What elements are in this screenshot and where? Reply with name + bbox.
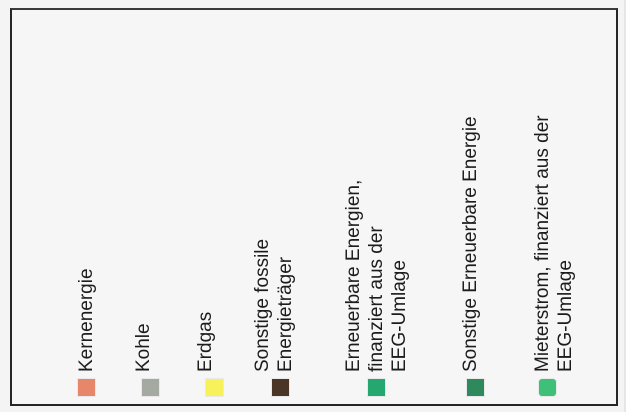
legend-item-kernenergie: Kernenergie [76, 10, 158, 408]
page-edge [624, 0, 626, 412]
legend-label-sonstige-fossile: Sonstige fossile Energieträger [252, 238, 296, 372]
legend-label-sonstige-erneuerbare: Sonstige Erneuerbare Energie [460, 116, 481, 372]
legend-swatch-sonstige-erneuerbare [467, 379, 484, 396]
legend-item-kohle: Kohle [133, 10, 222, 408]
legend-label-erneuerbare-eeg: Erneuerbare Energien, finanziert aus der… [343, 179, 410, 372]
legend-item-mieterstrom: Mieterstrom, finanziert aus der EEG-Umla… [532, 10, 619, 408]
legend-box: Kernenergie Kohle Erdgas Sonstige fossil… [10, 8, 618, 406]
legend-item-erdgas: Erdgas [195, 10, 286, 408]
legend-swatch-kernenergie [78, 379, 95, 396]
legend-label-kernenergie: Kernenergie [76, 268, 97, 372]
legend-item-sonstige-erneuerbare: Sonstige Erneuerbare Energie [460, 10, 547, 408]
legend-label-mieterstrom: Mieterstrom, finanziert aus der EEG-Umla… [532, 115, 576, 372]
legend-label-erdgas: Erdgas [195, 311, 216, 372]
legend-swatch-kohle [142, 379, 159, 396]
legend-swatch-erdgas [206, 379, 223, 396]
legend-item-erneuerbare-eeg: Erneuerbare Energien, finanziert aus der… [343, 10, 448, 408]
legend-swatch-erneuerbare-eeg [368, 379, 385, 396]
legend-swatch-mieterstrom [539, 379, 556, 396]
legend-label-kohle: Kohle [133, 323, 154, 372]
legend-item-sonstige-fossile: Sonstige fossile Energieträger [252, 10, 352, 408]
legend-swatch-sonstige-fossile [272, 379, 289, 396]
